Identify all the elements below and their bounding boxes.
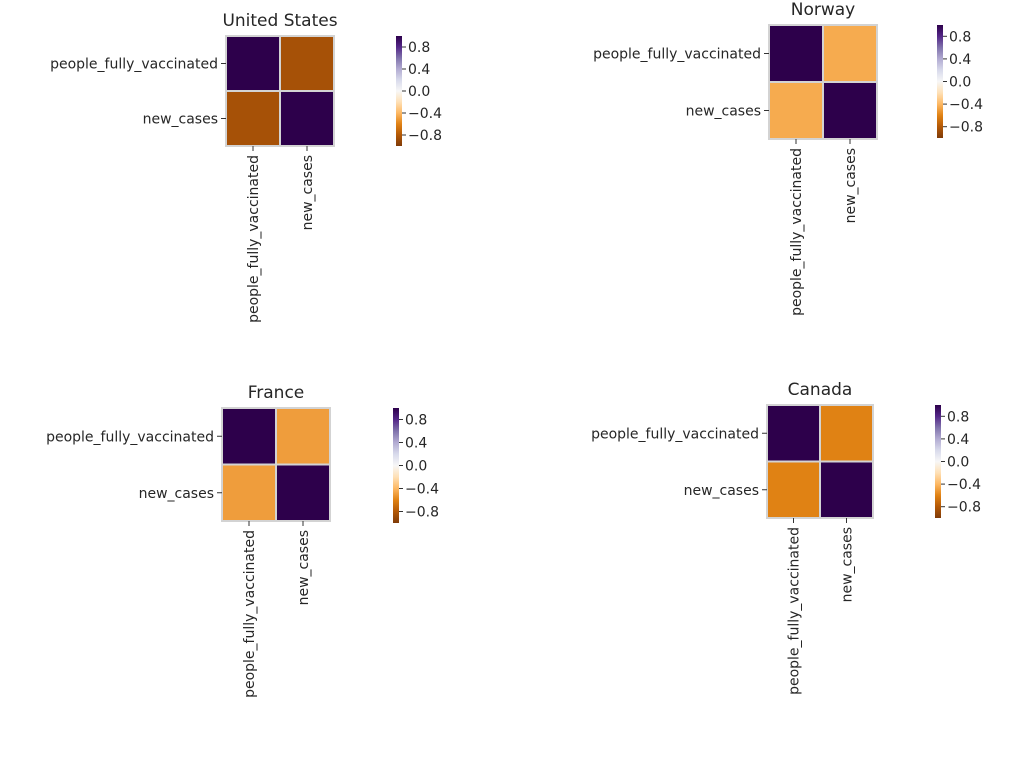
colorbar-tick-label: 0.0: [405, 459, 427, 475]
heatmap-cell: [768, 24, 824, 83]
y-tick-label: people_fully_vaccinated: [46, 429, 214, 445]
colorbar-tick-label: 0.4: [405, 436, 427, 452]
panel-title: United States: [222, 11, 337, 31]
panel-title: France: [248, 383, 305, 403]
panel-title: Norway: [791, 0, 856, 20]
y-tick-label: people_fully_vaccinated: [50, 57, 218, 73]
colorbar-tick-label: 0.4: [408, 62, 430, 78]
heatmap-cell: [225, 90, 281, 147]
x-tick-label: people_fully_vaccinated: [246, 155, 262, 323]
y-tick-label: new_cases: [684, 483, 759, 499]
heatmap-cell: [819, 460, 874, 519]
colorbar-tick-label: 0.8: [408, 40, 430, 56]
colorbar-tick-label: 0.4: [949, 52, 971, 68]
x-tick-label: people_fully_vaccinated: [787, 527, 803, 695]
colorbar-tick-label: 0.0: [949, 75, 971, 91]
colorbar: [396, 36, 402, 146]
colorbar-tick-label: −0.8: [408, 128, 442, 144]
colorbar-tick-label: −0.8: [949, 120, 983, 136]
heatmap-cell: [766, 460, 821, 519]
heatmap-cell: [225, 35, 281, 92]
colorbar: [937, 25, 943, 138]
colorbar-tick-label: 0.8: [405, 413, 427, 429]
x-tick-label: people_fully_vaccinated: [242, 530, 258, 698]
heatmap-cell: [221, 463, 277, 522]
y-tick-label: people_fully_vaccinated: [591, 426, 759, 442]
colorbar-tick-label: 0.4: [947, 432, 969, 448]
colorbar-tick-label: −0.4: [947, 477, 981, 493]
x-tick-label: new_cases: [840, 527, 856, 602]
colorbar-tick-label: 0.8: [947, 409, 969, 425]
heatmap-panel: Francepeople_fully_vaccinatednew_casespe…: [46, 383, 439, 698]
colorbar-tick-label: −0.4: [949, 97, 983, 113]
y-tick-label: new_cases: [139, 486, 214, 502]
colorbar-tick-label: 0.0: [947, 455, 969, 471]
colorbar-tick-label: −0.8: [947, 500, 981, 516]
heatmap-cell: [275, 463, 331, 522]
colorbar-tick-label: 0.0: [408, 84, 430, 100]
y-tick-label: new_cases: [143, 112, 218, 128]
y-tick-label: people_fully_vaccinated: [593, 47, 761, 63]
heatmap-cell: [275, 407, 331, 466]
colorbar-tick-label: −0.4: [405, 482, 439, 498]
x-tick-label: new_cases: [300, 155, 316, 230]
panel-title: Canada: [788, 380, 853, 400]
heatmap-cell: [766, 404, 821, 463]
colorbar: [935, 405, 941, 518]
x-tick-label: new_cases: [296, 530, 312, 605]
x-tick-label: new_cases: [843, 148, 859, 223]
heatmap-panel: Norwaypeople_fully_vaccinatednew_casespe…: [593, 0, 983, 316]
heatmap-cell: [221, 407, 277, 466]
heatmap-cell: [822, 81, 878, 140]
colorbar: [393, 408, 399, 523]
x-tick-label: people_fully_vaccinated: [789, 148, 805, 316]
heatmap-cell: [819, 404, 874, 463]
heatmap-panel: Canadapeople_fully_vaccinatednew_casespe…: [591, 380, 981, 695]
heatmap-cell: [768, 81, 824, 140]
y-tick-label: new_cases: [686, 104, 761, 120]
heatmap-cell: [279, 90, 335, 147]
colorbar-tick-label: −0.4: [408, 106, 442, 122]
colorbar-tick-label: 0.8: [949, 29, 971, 45]
colorbar-tick-label: −0.8: [405, 505, 439, 521]
heatmap-cell: [279, 35, 335, 92]
heatmap-cell: [822, 24, 878, 83]
heatmap-panel: United States people_fully_vaccinated new_…: [50, 11, 442, 323]
